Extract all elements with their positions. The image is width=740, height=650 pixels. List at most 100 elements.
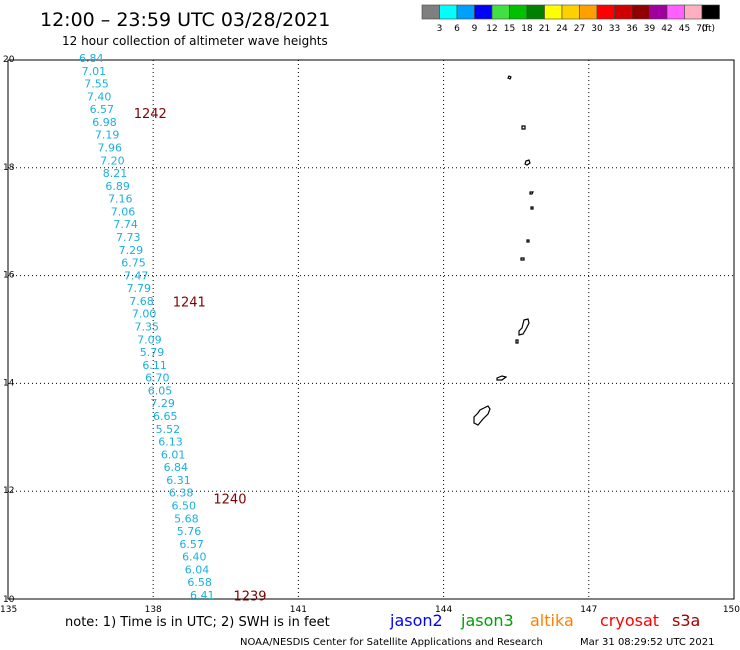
swh-value: 7.20 (100, 154, 125, 167)
legend-label: 12 (486, 24, 497, 34)
swh-value: 7.73 (116, 231, 141, 244)
swh-value: 6.01 (161, 448, 186, 461)
footer-note: note: 1) Time is in UTC; 2) SWH is in fe… (65, 615, 330, 630)
lon-label: 141 (290, 605, 307, 615)
lon-label: 150 (723, 605, 740, 615)
legend-label: 21 (539, 24, 550, 34)
swh-value: 6.13 (158, 436, 183, 449)
legend-swatch (596, 4, 615, 20)
legend-label: 39 (644, 24, 656, 34)
legend-label: 30 (591, 24, 603, 34)
lat-label: 12 (3, 486, 14, 496)
map-frame (7, 59, 735, 600)
legend-swatch (561, 4, 580, 20)
legend-swatch (491, 4, 510, 20)
legend-swatch (544, 4, 563, 20)
swh-value: 6.11 (142, 359, 167, 372)
pass-time-label: 1239 (233, 589, 266, 604)
legend-label: 70 (696, 24, 708, 34)
lat-label: 10 (3, 595, 15, 605)
island-rota (496, 375, 508, 381)
lon-label: 144 (435, 605, 452, 615)
lon-label: 138 (145, 605, 162, 615)
swh-value: 6.75 (121, 257, 145, 270)
swh-value: 6.57 (179, 538, 204, 551)
island-agrihan (529, 191, 534, 195)
swh-value: 7.01 (82, 65, 107, 78)
swh-value: 7.00 (132, 308, 157, 321)
swh-value: 6.38 (169, 487, 194, 500)
axis-labels: 135 138 141 144 147 150 20 18 16 14 12 10 (0, 55, 740, 615)
pass-time-label: 1242 (134, 107, 167, 122)
legend-swatch (579, 4, 598, 20)
island-guguan (520, 257, 525, 261)
swh-value: 6.40 (182, 551, 207, 564)
legend-swatch (631, 4, 650, 20)
swh-value: 5.79 (140, 346, 165, 359)
swh-value: 5.52 (156, 423, 181, 436)
swh-value: 6.57 (90, 103, 115, 116)
legend-label: 36 (626, 24, 638, 34)
pass-time-labels: 1242 1241 1240 1239 (134, 107, 267, 604)
swh-value: 7.96 (98, 142, 123, 155)
legend-swatch (649, 4, 668, 20)
legend-swatch (439, 4, 458, 20)
legend-swatch (666, 4, 685, 20)
island-pagan (530, 206, 534, 210)
legend-label: 6 (454, 24, 460, 34)
lat-lon-grid (8, 60, 734, 599)
swh-value: 6.84 (164, 461, 189, 474)
pass-time-label: 1241 (173, 296, 206, 311)
lat-label: 14 (3, 378, 15, 388)
legend-label: 3 (437, 24, 443, 34)
footer-timestamp: Mar 31 08:29:52 UTC 2021 (580, 637, 715, 648)
legend-label: 24 (556, 24, 568, 34)
altimeter-track: 6.847.017.557.406.576.987.197.967.208.21… (79, 52, 215, 602)
swh-value: 7.29 (119, 244, 143, 257)
legend-label: 42 (661, 24, 672, 34)
swh-value: 7.40 (87, 90, 112, 103)
satellite-name: jason2 (389, 611, 443, 630)
legend-swatch (509, 4, 528, 20)
swh-value: 7.35 (135, 321, 160, 334)
island-saipan (518, 318, 530, 336)
legend-label: 33 (609, 24, 620, 34)
island-outlines (473, 75, 534, 426)
map-title: 12:00 – 23:59 UTC 03/28/2021 (40, 9, 330, 31)
swh-value: 7.09 (137, 333, 162, 346)
island-guam (473, 405, 491, 426)
satellite-legend: jason2 jason3 altika cryosat s3a (389, 611, 700, 630)
swh-value: 5.68 (174, 512, 199, 525)
lon-label: 135 (0, 605, 17, 615)
swh-value: 6.65 (153, 410, 178, 423)
legend-unit: (ft) (702, 24, 716, 34)
swh-value: 6.05 (148, 384, 173, 397)
swh-value: 6.04 (185, 563, 210, 576)
legend-label: 27 (574, 24, 585, 34)
legend-label: 9 (472, 24, 478, 34)
swh-value: 6.89 (105, 180, 130, 193)
swh-value: 7.68 (129, 295, 154, 308)
swh-value: 6.50 (172, 500, 197, 513)
legend-swatch (456, 4, 475, 20)
legend-swatch (421, 4, 440, 20)
swh-value: 7.74 (113, 218, 138, 231)
swh-value: 6.31 (166, 474, 191, 487)
legend-swatch (474, 4, 493, 20)
legend-swatch (614, 4, 633, 20)
legend-label: 18 (521, 24, 533, 34)
island-alamagan (526, 239, 530, 243)
island-tinian (515, 339, 519, 344)
legend-label: 45 (679, 24, 690, 34)
swh-value: 7.16 (108, 193, 133, 206)
map-subtitle: 12 hour collection of altimeter wave hei… (62, 34, 328, 48)
satellite-name: jason3 (460, 611, 514, 630)
swh-value: 6.84 (79, 52, 104, 65)
island-maug (521, 125, 526, 130)
lat-label: 18 (3, 163, 15, 173)
swh-value: 6.58 (187, 576, 212, 589)
swh-value: 7.47 (124, 269, 149, 282)
swh-value: 6.70 (145, 372, 170, 385)
swh-value: 7.06 (111, 205, 136, 218)
satellite-name: cryosat (600, 611, 659, 630)
